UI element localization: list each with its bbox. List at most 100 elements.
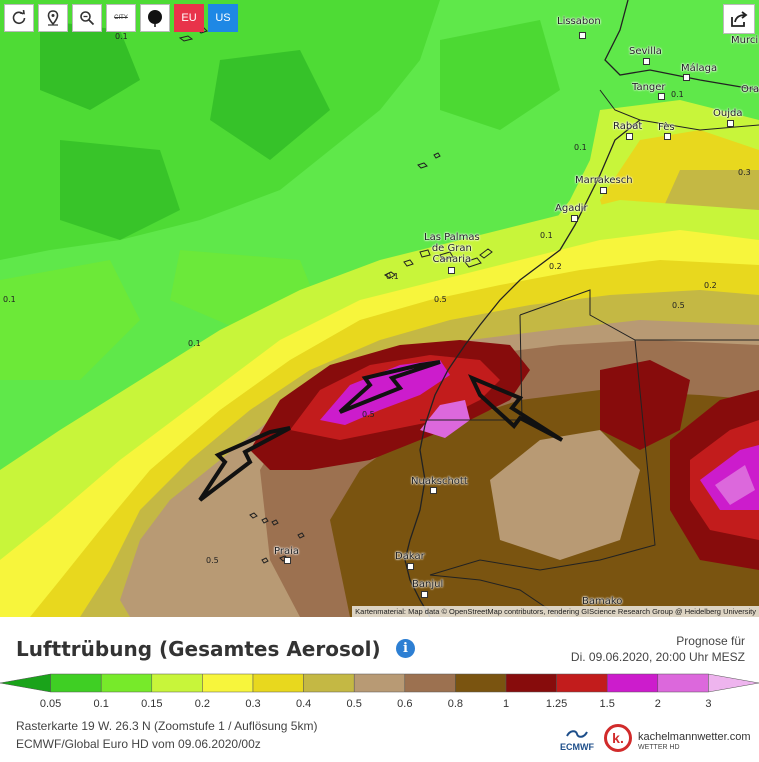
- city-banjul: Banjul: [412, 579, 444, 590]
- legend-swatch: [303, 673, 355, 693]
- city-murcia: Murci: [731, 35, 759, 46]
- legend-label: 0.3: [245, 698, 261, 710]
- contour-label: 0.5: [362, 410, 375, 419]
- city-tanger: Tanger: [632, 82, 666, 93]
- legend-swatch: [252, 673, 304, 693]
- city-marker: [421, 591, 428, 598]
- contour-label: 0.1: [3, 295, 16, 304]
- legend-swatch: [151, 673, 203, 693]
- legend-swatch: [657, 673, 709, 693]
- city-marker: [683, 74, 690, 81]
- map-attribution: Kartenmaterial: Map data © OpenStreetMap…: [352, 606, 759, 617]
- city-marker: [407, 563, 414, 570]
- legend-swatch: [353, 673, 406, 693]
- legend-swatch: [606, 673, 659, 693]
- eu-button[interactable]: EU: [174, 4, 204, 32]
- legend-swatch: [50, 673, 102, 693]
- ecmwf-logo-icon: [566, 730, 588, 738]
- city-rabat: Rabat: [613, 121, 643, 132]
- legend-swatch: [455, 673, 507, 693]
- kachelmann-logo: k.: [604, 724, 632, 752]
- contour-label: 0.1: [188, 339, 201, 348]
- forecast-label: Prognose für: [676, 634, 745, 648]
- contour-label: 0.1: [540, 231, 553, 240]
- city-sevilla: Sevilla: [629, 46, 662, 57]
- zoom-icon: [80, 11, 95, 26]
- city-nuakschott: Nuakschott: [411, 476, 468, 487]
- contour-label: 0.3: [738, 168, 751, 177]
- contour-label: 0.2: [704, 281, 717, 290]
- legend-label: 0.5: [346, 698, 362, 710]
- city-praia: Praia: [274, 546, 299, 557]
- city-marker: [626, 133, 633, 140]
- contour-label: 0.5: [434, 295, 447, 304]
- ecmwf-logo-text: ECMWF: [560, 742, 594, 752]
- refresh-button[interactable]: [4, 4, 34, 32]
- city-marker: [658, 93, 665, 100]
- legend-swatch: [505, 673, 557, 693]
- color-legend: [0, 673, 759, 693]
- pin-icon: [47, 10, 59, 26]
- city-fes: Fès: [658, 122, 675, 133]
- legend-label: 0.2: [194, 698, 211, 710]
- city-marker: [448, 267, 455, 274]
- legend-label: 0.6: [397, 698, 413, 710]
- city-marker: [579, 32, 586, 39]
- city-bamako: Bamako: [582, 596, 623, 607]
- city-marker: [643, 58, 650, 65]
- legend-labels: 0.05 0.1 0.15 0.2 0.3 0.4 0.5 0.6 0.8 1 1.25 1.5 2 3: [0, 698, 759, 712]
- city-marrakesch: Marrakesch: [575, 175, 633, 186]
- contour-label: 0.1: [671, 90, 684, 99]
- info-icon[interactable]: i: [396, 639, 415, 658]
- eu-button-label: EU: [181, 12, 197, 24]
- ecmwf-logo: ECMWF: [560, 728, 594, 752]
- legend-swatch: [404, 673, 456, 693]
- contour-label: 0.2: [549, 262, 562, 271]
- legend-label: 1.25: [545, 698, 568, 710]
- contour-label: 0.5: [672, 301, 685, 310]
- contour-label: 0.1: [115, 32, 128, 41]
- share-button[interactable]: [723, 4, 755, 34]
- us-button[interactable]: US: [208, 4, 238, 32]
- legend-swatch: [100, 673, 153, 693]
- aerosol-field: [0, 0, 759, 617]
- city-malaga: Málaga: [681, 63, 718, 74]
- city-button[interactable]: CITY: [106, 4, 136, 32]
- legend-label: 0.4: [295, 698, 312, 710]
- legend-label: 0.05: [39, 698, 62, 710]
- marker-icon: [148, 10, 162, 27]
- location-button[interactable]: [38, 4, 68, 32]
- marker-button[interactable]: [140, 4, 170, 32]
- city-las-palmas: Las Palmas de Gran Canaria: [424, 232, 480, 265]
- weather-map[interactable]: CITY EU US Lissabon Sevilla Málaga Murci…: [0, 0, 759, 617]
- legend-swatch: [202, 673, 254, 693]
- refresh-icon: [12, 10, 26, 25]
- city-lissabon: Lissabon: [557, 16, 601, 27]
- us-button-label: US: [215, 12, 231, 24]
- map-title: Lufttrübung (Gesamtes Aerosol): [16, 637, 381, 661]
- legend-label: 3: [705, 698, 712, 710]
- legend-label: 0.15: [141, 698, 163, 710]
- legend-label: 0.8: [447, 698, 464, 710]
- forecast-time: Di. 09.06.2020, 20:00 Uhr MESZ: [570, 650, 745, 664]
- map-meta-location: Rasterkarte 19 W. 26.3 N (Zoomstufe 1 / …: [16, 719, 318, 733]
- legend-label: 2: [654, 698, 661, 710]
- city-agadir: Agadir: [555, 203, 588, 214]
- city-dakar: Dakar: [395, 551, 425, 562]
- kachelmann-subtitle: WETTER HD: [638, 744, 680, 751]
- contour-label: 0.1: [386, 272, 399, 281]
- model-run-info: ECMWF/Global Euro HD vom 09.06.2020/00z: [16, 737, 261, 751]
- zoom-button[interactable]: [72, 4, 102, 32]
- city-button-label: CITY: [114, 15, 128, 21]
- legend-label: 1: [502, 698, 510, 710]
- contour-label: 0.5: [206, 556, 219, 565]
- kachelmann-name: kachelmannwetter.com: [638, 731, 751, 743]
- city-oran: Ora: [741, 84, 759, 95]
- city-marker: [284, 557, 291, 564]
- city-marker: [430, 487, 437, 494]
- legend-swatch: [556, 673, 608, 693]
- legend-label: 1.5: [599, 698, 615, 710]
- map-toolbar: CITY EU US: [4, 4, 238, 32]
- city-oujda: Oujda: [713, 108, 743, 119]
- legend-swatch: [708, 673, 759, 693]
